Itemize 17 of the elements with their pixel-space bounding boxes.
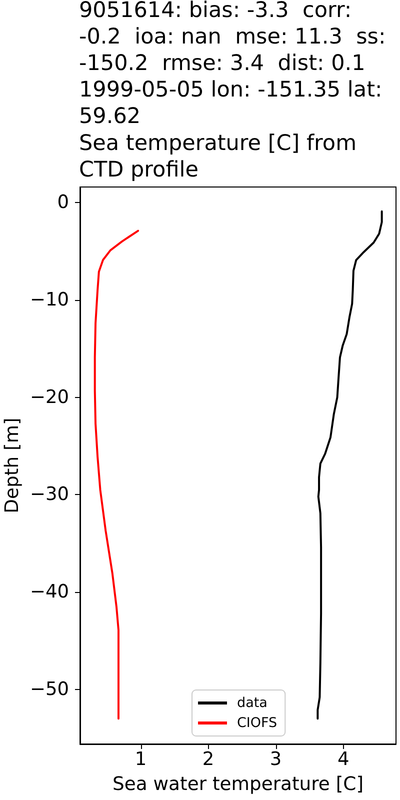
line-series xyxy=(94,230,140,720)
line-series xyxy=(316,210,383,720)
legend-label: data xyxy=(237,695,268,711)
y-tick-label: −30 xyxy=(30,484,69,506)
x-tick-label: 2 xyxy=(202,749,214,770)
x-tick-label: 1 xyxy=(134,749,147,770)
y-axis-title: Depth [m] xyxy=(2,418,23,514)
y-tick-label: −20 xyxy=(30,386,69,408)
legend-label: CIOFS xyxy=(237,715,278,731)
x-axis-title: Sea water temperature [C] xyxy=(112,774,364,795)
x-tick-label: 4 xyxy=(337,749,350,770)
y-tick-label: −10 xyxy=(30,289,69,310)
y-tick-label: 0 xyxy=(57,192,69,214)
y-tick-label: −50 xyxy=(30,678,69,700)
y-tick-label: −40 xyxy=(30,582,69,603)
x-tick-label: 3 xyxy=(270,749,282,770)
chart-title: 9051614: bias: -3.3 corr: -0.2 ioa: nan mse: 11.3 ss: -150.2 rmse: 3.4 dist: 0.1 1999-05-05 lon: -151.35 lat: 59.62 Sea temperature [C] from CTD profile xyxy=(79,0,386,182)
